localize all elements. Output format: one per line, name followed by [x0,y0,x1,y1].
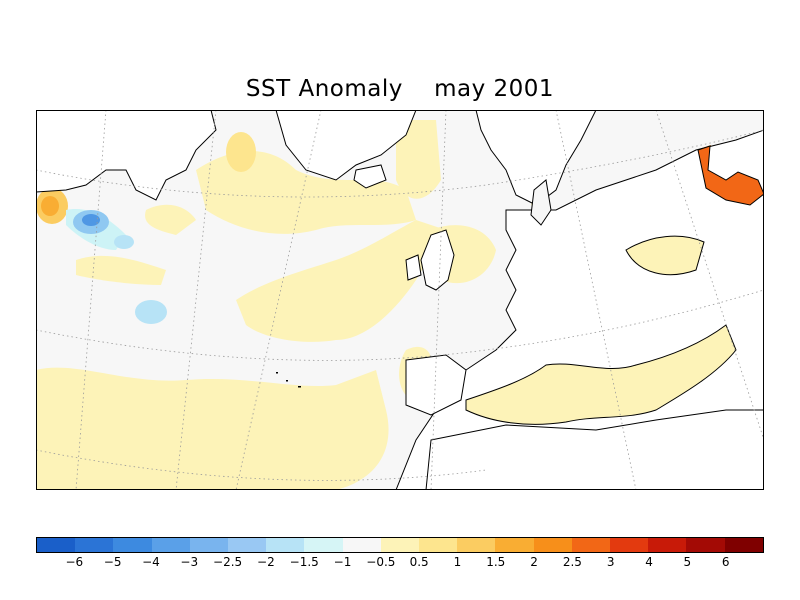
warm-spot-hudson-core [41,196,59,216]
colorbar-cell [610,538,649,552]
cold-anomaly-areas [66,124,401,324]
meridian-20w [235,110,322,490]
land-north-america [36,110,217,201]
sea-baltic [530,179,552,226]
colorbar-cell [419,538,458,552]
warm-area-greenland-sea [396,120,441,199]
colorbar-label: −2 [257,555,275,569]
colorbar-cell [228,538,267,552]
colorbar-cell [151,538,190,552]
meridian-60w [75,110,107,490]
warm-area-labrador [145,204,196,235]
colorbar-label: −2.5 [213,555,243,569]
colorbar-label: 2.5 [562,555,582,569]
warm-area-atlantic-mid [76,255,166,285]
cold-spot-labrador [114,235,134,249]
map-title: SST Anomaly may 2001 [245,76,555,102]
colorbar [36,537,764,553]
colorbar-cell [75,538,114,552]
cold-spot-newfoundland-core [82,214,100,226]
colorbar-cell [571,538,611,552]
land-ireland [405,254,422,281]
sea-mediterranean [465,324,737,425]
colorbar-label: −4 [142,555,160,569]
colorbar-cell [686,538,725,552]
island-azores-3 [298,386,301,388]
colorbar-label: −5 [103,555,122,569]
land-north-africa [425,409,764,490]
colorbar-label: 2 [530,555,538,569]
colorbar-cell [457,538,496,552]
inland-seas [465,145,764,425]
colorbar-label: 6 [721,555,730,569]
warm-area-southwest [36,367,389,490]
colorbar-label: 0.5 [409,555,429,569]
meridian-20e [555,110,637,490]
sea-caspian [697,145,764,206]
sea-black-sea [625,235,705,276]
meridian-40w [175,110,217,490]
colorbar-cell [495,538,534,552]
colorbar-label: −3 [180,555,199,569]
colorbar-cell [266,538,305,552]
colorbar-label: 1.5 [486,555,506,569]
colorbar-label: 3 [606,555,615,569]
colorbar-cell [648,538,687,552]
colorbar-cell [533,538,572,552]
anomaly-map [36,110,764,490]
warm-area-north [196,151,416,234]
colorbar-cell [113,538,152,552]
meridian-0 [430,110,447,490]
colorbar-label: −1 [333,555,352,569]
map-frame [36,110,764,490]
colorbar-label: 5 [683,555,692,569]
colorbar-label: −6 [65,555,84,569]
graticule [36,110,764,490]
land-great-britain [420,229,455,291]
warm-area-central [236,220,446,342]
land-iberia [405,354,467,416]
colorbar-cell [724,538,763,552]
colorbar-cell [342,538,381,552]
colorbar-labels: −6 −5 −4 −3 −2.5 −2 −1.5 −1 −0.5 0.5 1 1.5 2 2.5 3 4 5 6 [36,555,764,571]
colorbar-cell [380,538,420,552]
colorbar-label: −0.5 [366,555,396,569]
colorbar-label: 1 [453,555,462,569]
land-iceland [353,164,387,189]
warm-spot-davis [226,132,256,172]
island-azores-2 [286,380,288,382]
islands [276,372,301,388]
cold-spot-midatlantic [135,300,167,324]
colorbar-label: −1.5 [289,555,319,569]
meridian-40e [655,110,764,441]
land-greenland [275,110,417,181]
colorbar-cell [37,538,76,552]
island-azores-1 [276,372,278,374]
colorbar-cell [304,538,343,552]
colorbar-label: 4 [645,555,653,569]
colorbar-cell [189,538,229,552]
